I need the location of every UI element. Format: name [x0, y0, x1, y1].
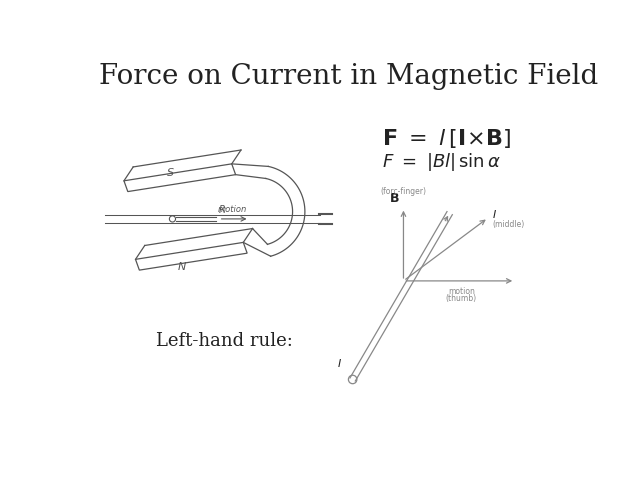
- Text: (thumb): (thumb): [445, 294, 477, 303]
- Text: (forc-finger): (forc-finger): [380, 187, 426, 196]
- Text: $F\ =\ \mathit{|Bl|}\,\sin\alpha$: $F\ =\ \mathit{|Bl|}\,\sin\alpha$: [382, 151, 500, 172]
- Text: N: N: [177, 262, 186, 272]
- Text: motion: motion: [448, 287, 475, 296]
- Text: (middle): (middle): [493, 220, 525, 229]
- Text: $\mathbf{F}\ =\ l\,[\mathbf{I}\!\times\!\mathbf{B}]$: $\mathbf{F}\ =\ l\,[\mathbf{I}\!\times\!…: [382, 127, 511, 150]
- Text: S: S: [166, 168, 173, 178]
- Text: I: I: [493, 210, 496, 220]
- Text: Force on Current in Magnetic Field: Force on Current in Magnetic Field: [99, 63, 598, 90]
- Text: Left-hand rule:: Left-hand rule:: [156, 332, 292, 350]
- Text: I: I: [338, 359, 341, 369]
- Text: B: B: [390, 192, 399, 205]
- Text: R: R: [219, 205, 225, 215]
- Text: motion: motion: [218, 204, 247, 214]
